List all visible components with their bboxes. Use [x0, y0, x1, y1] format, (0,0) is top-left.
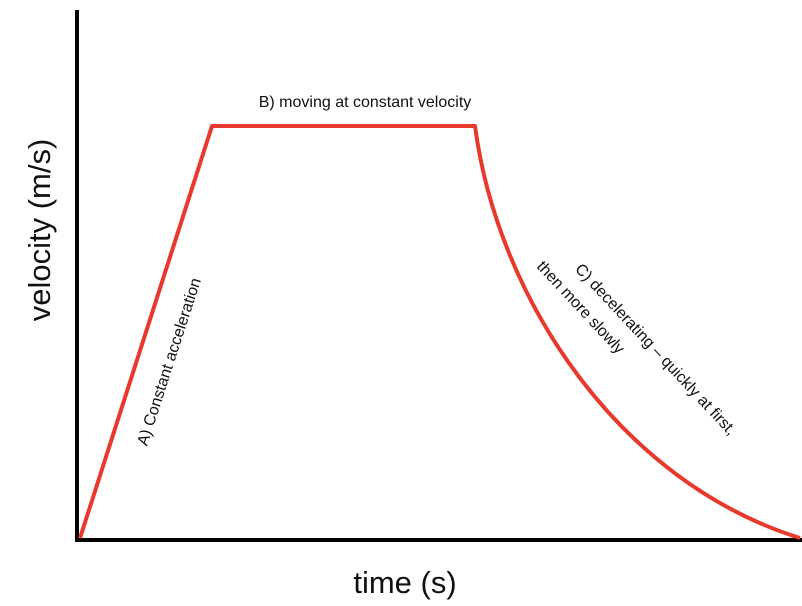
annotation-a: A) Constant acceleration	[135, 276, 205, 448]
x-axis-label: time (s)	[353, 565, 456, 600]
y-axis-label: velocity (m/s)	[22, 139, 57, 322]
velocity-curve	[78, 124, 801, 540]
annotation-b: B) moving at constant velocity	[259, 94, 472, 111]
annotation-c-line1: C) decelerating – quickly at first,	[571, 261, 739, 439]
